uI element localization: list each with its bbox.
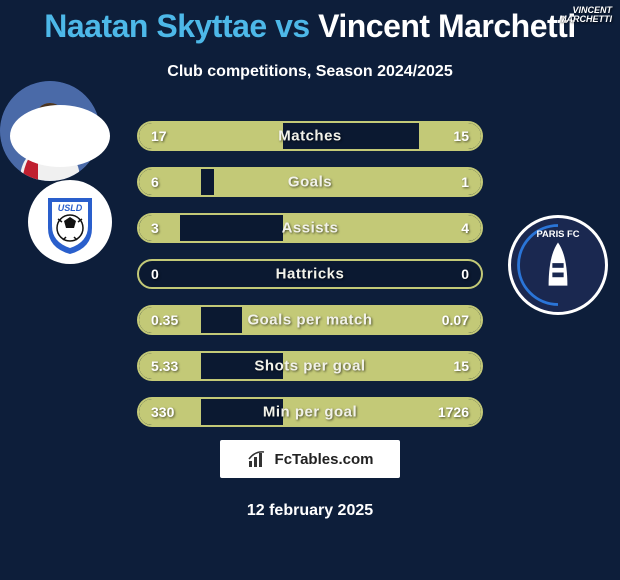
stat-label: Goals per match (247, 312, 372, 329)
stat-row: 6 1 Goals (137, 167, 483, 197)
svg-text:PARIS FC: PARIS FC (536, 228, 579, 239)
stat-value-right: 1 (461, 174, 469, 190)
season-subtitle: Club competitions, Season 2024/2025 (0, 63, 620, 81)
stat-value-right: 15 (453, 128, 469, 144)
bar-fill-right (214, 169, 481, 195)
stat-row: 0 0 Hattricks (137, 259, 483, 289)
date-footer: 12 february 2025 (247, 502, 373, 520)
club-left-svg: USLD (28, 180, 112, 264)
stat-value-right: 0.07 (442, 312, 469, 328)
bar-fill-left (139, 215, 180, 241)
svg-text:USLD: USLD (58, 203, 83, 213)
stat-value-left: 5.33 (151, 358, 178, 374)
watermark-badge: FcTables.com (220, 440, 400, 478)
stat-bars-area: 17 15 Matches 6 1 Goals 3 4 Assists 0 0 Hattricks 0.… (137, 121, 483, 443)
stat-row: 330 1726 Min per goal (137, 397, 483, 427)
stat-value-right: 1726 (438, 404, 469, 420)
watermark-icon (247, 449, 269, 469)
comparison-title: Naatan Skyttae vs Vincent Marchetti (0, 0, 620, 45)
stat-value-left: 3 (151, 220, 159, 236)
club-right-svg: PARIS FC (511, 218, 605, 312)
stat-value-left: 0 (151, 266, 159, 282)
stat-value-right: 0 (461, 266, 469, 282)
bar-fill-left (139, 169, 201, 195)
stat-value-left: 0.35 (151, 312, 178, 328)
watermark-text: FcTables.com (275, 451, 374, 468)
stat-label: Matches (278, 128, 342, 145)
stat-row: 0.35 0.07 Goals per match (137, 305, 483, 335)
vs-word: vs (275, 8, 310, 44)
stat-value-left: 330 (151, 404, 174, 420)
stat-value-right: 4 (461, 220, 469, 236)
stat-label: Assists (282, 220, 339, 237)
club-badge-right: PARIS FC (508, 215, 608, 315)
player1-name: Naatan Skyttae (44, 8, 266, 44)
bar-fill-right (419, 123, 481, 149)
player2-name: Vincent Marchetti (318, 8, 576, 44)
stat-value-left: 6 (151, 174, 159, 190)
player1-photo (10, 105, 110, 167)
stat-label: Shots per goal (254, 358, 365, 375)
stat-label: Hattricks (276, 266, 345, 283)
club-badge-left: USLD (28, 180, 112, 264)
stat-row: 3 4 Assists (137, 213, 483, 243)
stat-value-left: 17 (151, 128, 167, 144)
stat-row: 5.33 15 Shots per goal (137, 351, 483, 381)
stat-row: 17 15 Matches (137, 121, 483, 151)
stat-label: Min per goal (263, 404, 357, 421)
stat-label: Goals (288, 174, 332, 191)
stat-value-right: 15 (453, 358, 469, 374)
